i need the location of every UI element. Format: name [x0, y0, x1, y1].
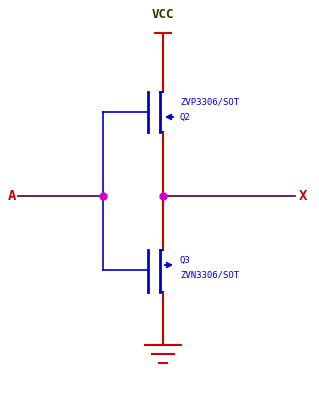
- Text: A: A: [8, 189, 16, 203]
- Text: ZVN3306/SOT: ZVN3306/SOT: [180, 271, 239, 280]
- Text: Q2: Q2: [180, 112, 191, 122]
- Text: VCC: VCC: [152, 8, 174, 21]
- Text: Q3: Q3: [180, 256, 191, 265]
- Text: ZVP3306/SOT: ZVP3306/SOT: [180, 98, 239, 107]
- Text: X: X: [299, 189, 307, 203]
